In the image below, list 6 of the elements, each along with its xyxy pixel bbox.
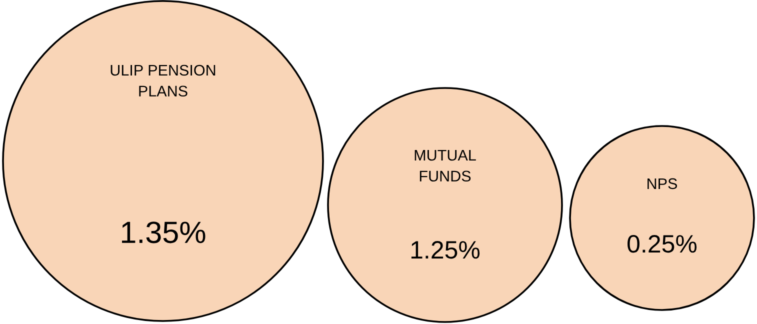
- category-label: MUTUAL FUNDS: [414, 150, 476, 182]
- data-label: 0.25%: [628, 235, 697, 253]
- category-label: NPS: [648, 178, 678, 190]
- data-label: 1.35%: [122, 222, 206, 244]
- data-label: 1.25%: [411, 241, 480, 259]
- category-label: ULIP PENSION PLANS: [110, 64, 216, 97]
